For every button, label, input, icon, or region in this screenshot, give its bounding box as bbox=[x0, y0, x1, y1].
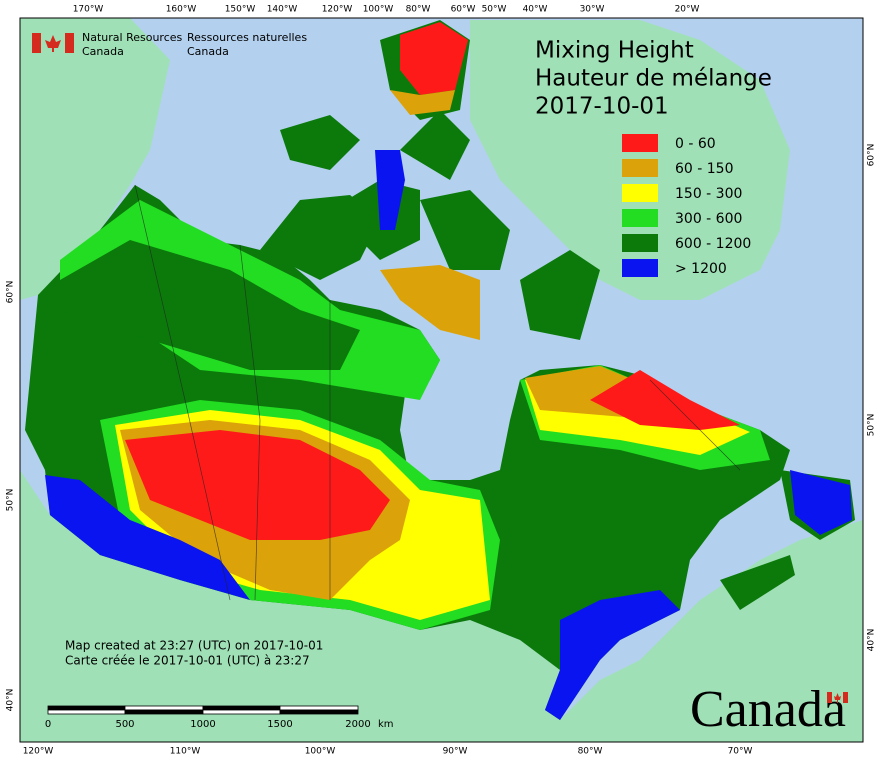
agency-en: Natural Resources bbox=[82, 31, 183, 44]
agency-logo: Natural Resources Canada Ressources natu… bbox=[32, 31, 307, 58]
baffin-orange bbox=[380, 265, 480, 340]
lon-label: 110°W bbox=[170, 747, 201, 757]
legend-label: > 1200 bbox=[675, 261, 727, 277]
scale-label: 1000 bbox=[190, 719, 215, 730]
lon-label: 100°W bbox=[363, 5, 394, 15]
legend-swatch bbox=[622, 209, 658, 227]
flag-bar bbox=[843, 692, 848, 703]
scale-segment bbox=[124, 709, 204, 715]
legend-swatch bbox=[622, 184, 658, 202]
title-fr: Hauteur de mélange bbox=[535, 66, 772, 92]
legend-swatch bbox=[622, 159, 658, 177]
lon-label: 160°W bbox=[166, 5, 197, 15]
lat-label: 40°N bbox=[867, 629, 877, 652]
canada bbox=[25, 20, 855, 720]
lon-label: 20°W bbox=[675, 5, 700, 15]
flag-leaf bbox=[45, 35, 61, 52]
scale-bar: 0 500 1000 1500 2000 km bbox=[45, 705, 394, 730]
scale-label: 500 bbox=[115, 719, 134, 730]
legend-label: 150 - 300 bbox=[675, 186, 742, 202]
scale-label: 0 bbox=[45, 719, 51, 730]
lon-label: 80°W bbox=[578, 747, 603, 757]
lat-label: 50°N bbox=[6, 489, 16, 512]
alaska bbox=[20, 18, 170, 300]
scale-segment bbox=[279, 709, 359, 715]
ellesmere-orange bbox=[390, 90, 455, 115]
wordmark: Canada bbox=[690, 681, 846, 738]
lon-label: 170°W bbox=[73, 5, 104, 15]
bc-blue bbox=[45, 475, 250, 600]
labrador-red bbox=[590, 370, 740, 430]
agency-en: Canada bbox=[82, 45, 124, 58]
wordmark-flag bbox=[827, 692, 848, 703]
scale-segment bbox=[202, 705, 281, 711]
lon-label: 140°W bbox=[267, 5, 298, 15]
legend: 0 - 60 60 - 150 150 - 300 300 - 600 600 - 12… bbox=[622, 134, 751, 277]
legend-swatch bbox=[622, 259, 658, 277]
lon-label: 100°W bbox=[305, 747, 336, 757]
lon-label: 120°W bbox=[322, 5, 353, 15]
title-date: 2017-10-01 bbox=[535, 94, 669, 120]
prairie-red bbox=[125, 430, 390, 540]
scale-segment bbox=[47, 705, 126, 711]
scale-segment bbox=[47, 709, 126, 715]
lon-label: 40°W bbox=[523, 5, 548, 15]
scale-segment bbox=[124, 705, 204, 711]
lon-label: 50°W bbox=[482, 5, 507, 15]
flag-bar bbox=[65, 33, 74, 53]
agency-fr: Canada bbox=[187, 45, 229, 58]
legend-label: 60 - 150 bbox=[675, 161, 734, 177]
province-borders bbox=[134, 184, 741, 601]
scale-unit: km bbox=[378, 719, 394, 730]
lon-label: 150°W bbox=[225, 5, 256, 15]
usa bbox=[20, 470, 863, 742]
newfoundland-blue bbox=[790, 470, 852, 535]
lat-label: 60°N bbox=[6, 281, 16, 304]
lon-label: 70°W bbox=[728, 747, 753, 757]
legend-swatch bbox=[622, 134, 658, 152]
flag-bar bbox=[32, 33, 41, 53]
legend-swatch bbox=[622, 234, 658, 252]
scale-label: 2000 bbox=[345, 719, 370, 730]
legend-label: 0 - 60 bbox=[675, 136, 716, 152]
arctic-islands bbox=[260, 20, 600, 340]
ellesmere-red bbox=[400, 22, 468, 95]
title-en: Mixing Height bbox=[535, 38, 694, 64]
lon-label: 80°W bbox=[406, 5, 431, 15]
scale-label: 1500 bbox=[267, 719, 292, 730]
lat-label: 40°N bbox=[6, 689, 16, 712]
scale-segment bbox=[279, 705, 359, 711]
map-frame bbox=[19, 17, 864, 743]
lon-label: 60°W bbox=[451, 5, 476, 15]
map-area bbox=[20, 18, 863, 742]
nova-scotia bbox=[720, 555, 795, 610]
flag-leaf bbox=[834, 693, 841, 703]
lon-label: 30°W bbox=[580, 5, 605, 15]
note: Carte créée le 2017-10-01 (UTC) à 23:27 bbox=[65, 654, 310, 668]
ontario-blue bbox=[545, 590, 680, 720]
legend-label: 300 - 600 bbox=[675, 211, 742, 227]
scale-segment bbox=[202, 709, 281, 715]
flag-bar bbox=[827, 692, 832, 703]
lat-label: 60°N bbox=[867, 144, 877, 167]
lon-label: 120°W bbox=[23, 747, 54, 757]
arctic-blue bbox=[375, 150, 405, 230]
legend-label: 600 - 1200 bbox=[675, 236, 751, 252]
graticule-labels: 170°W 160°W 150°W 140°W 120°W 100°W 80°W 60°W 50… bbox=[6, 5, 877, 757]
lon-label: 90°W bbox=[443, 747, 468, 757]
lat-label: 50°N bbox=[867, 414, 877, 437]
agency-fr: Ressources naturelles bbox=[187, 31, 307, 44]
note: Map created at 23:27 (UTC) on 2017-10-01 bbox=[65, 639, 323, 653]
band-600 bbox=[60, 240, 360, 370]
